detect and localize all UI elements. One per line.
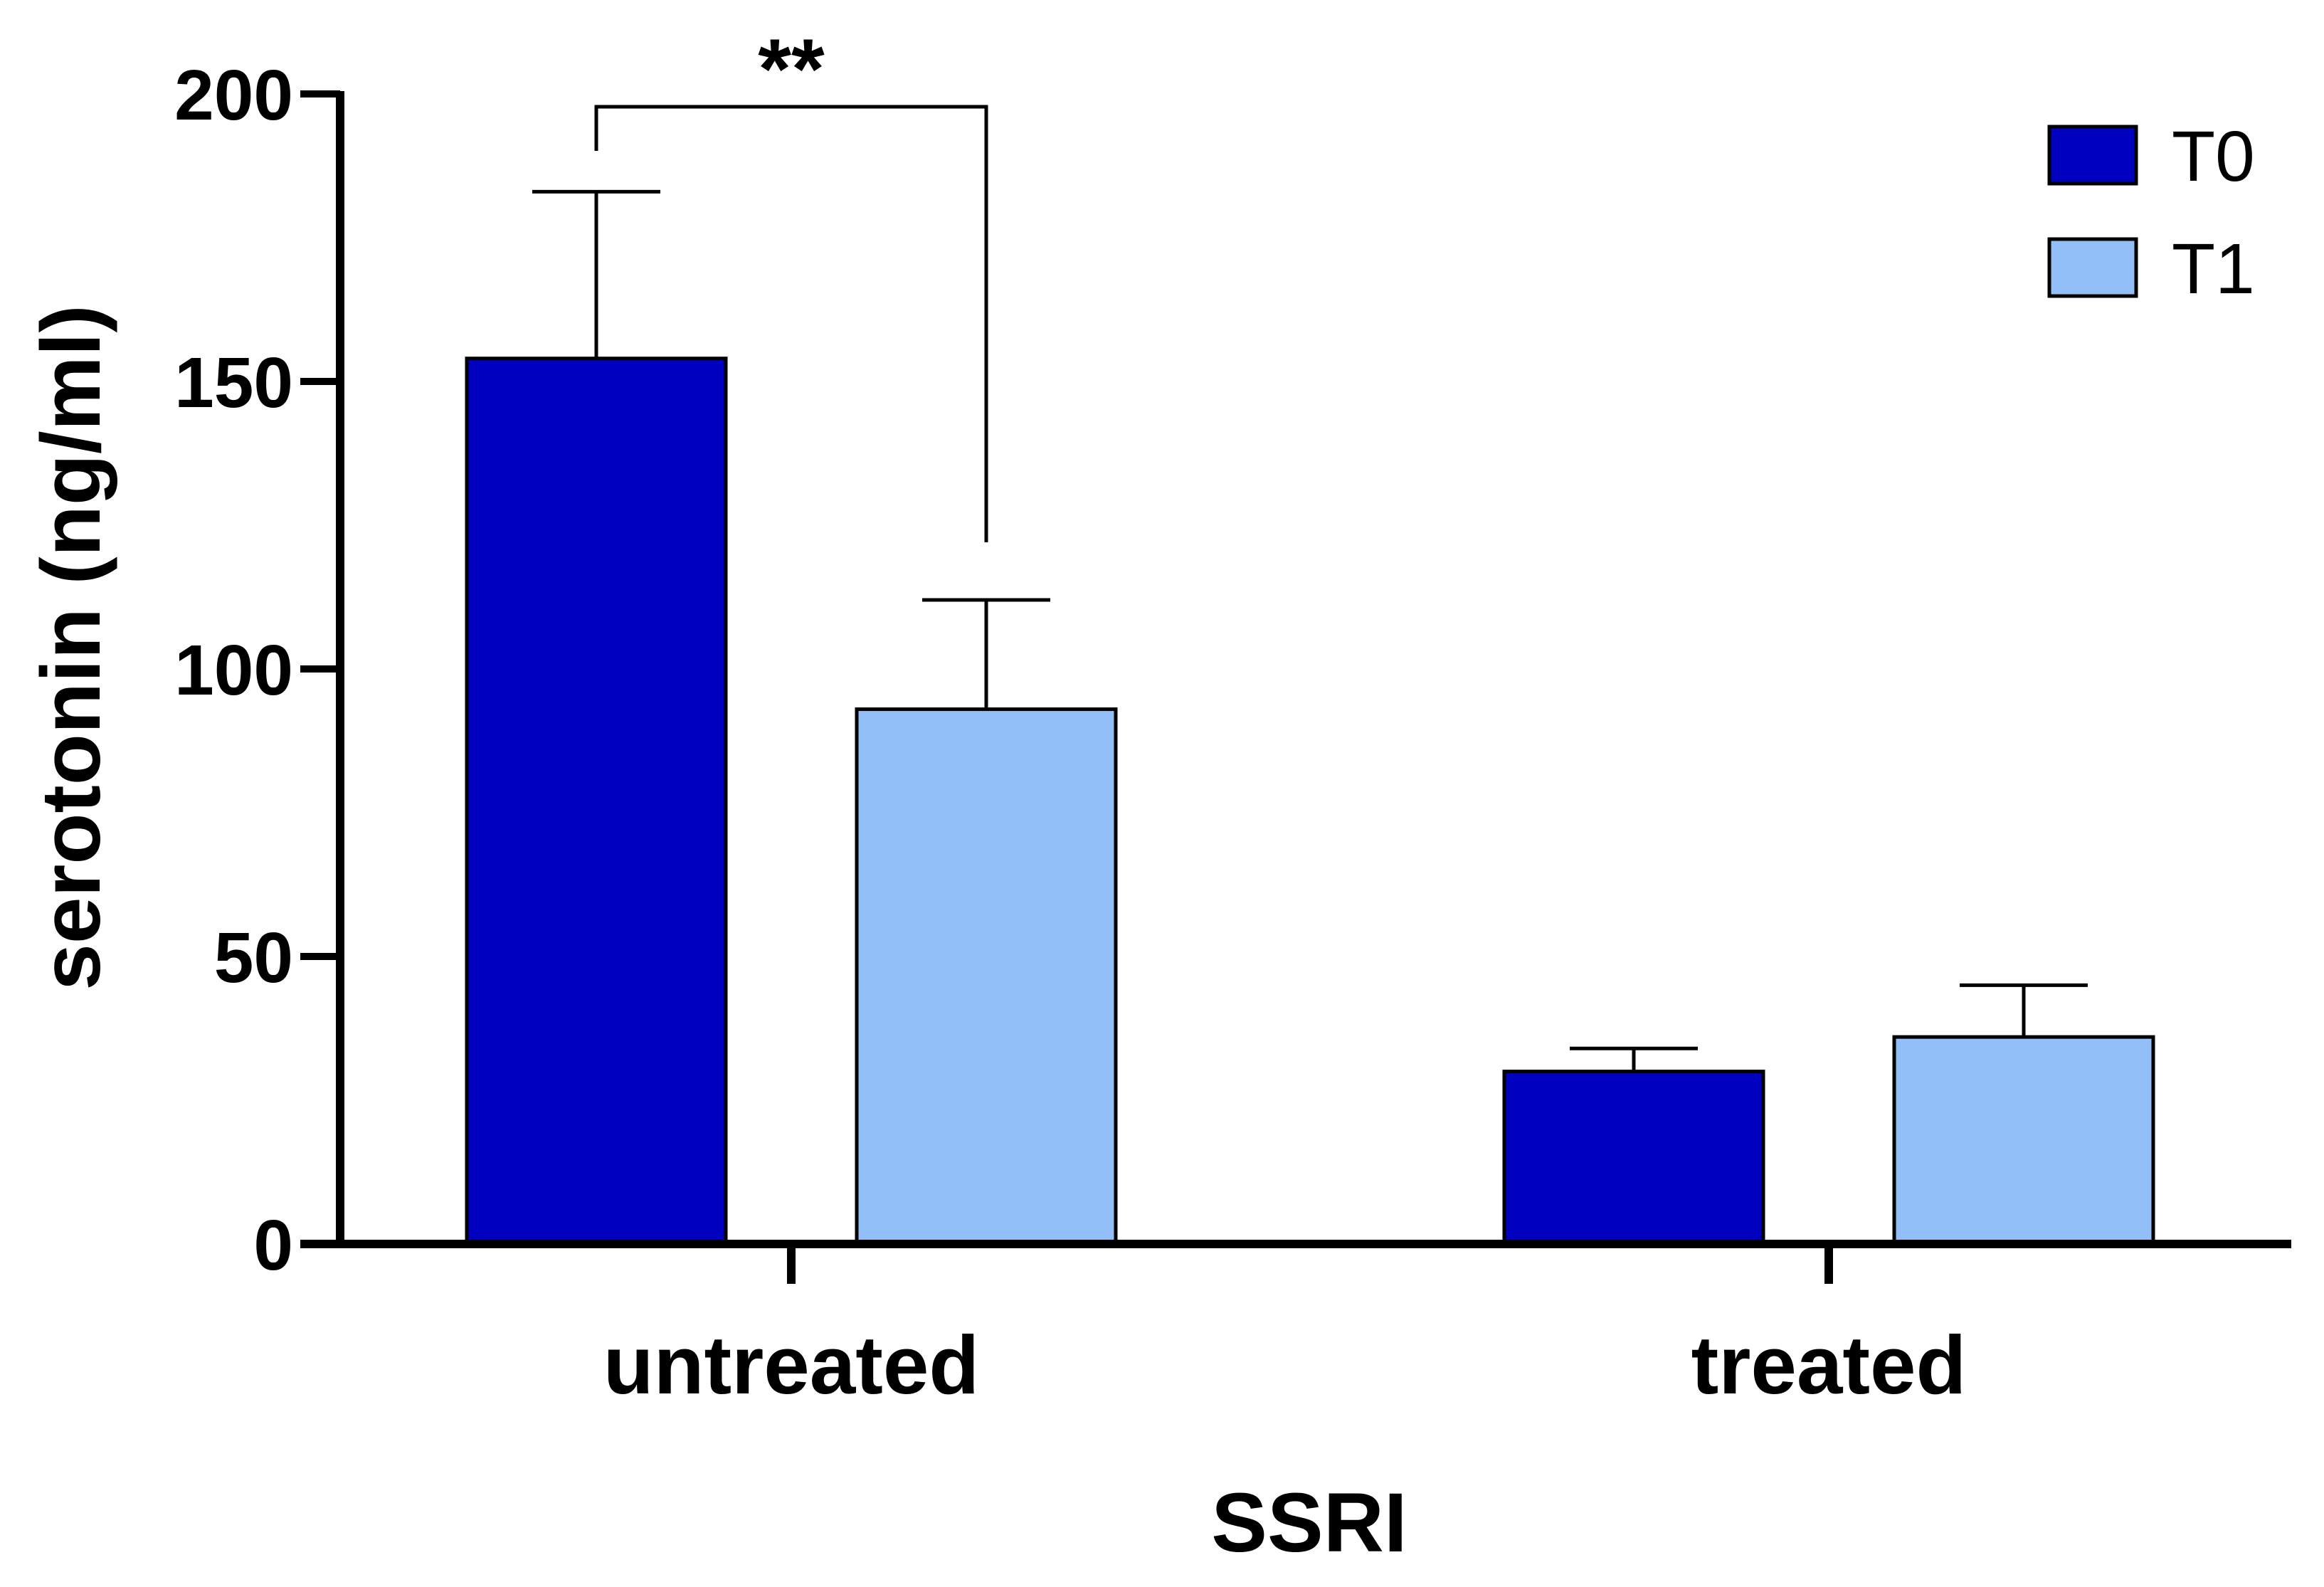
significance-layer: ** (594, 21, 988, 542)
error-bars-layer (532, 189, 2088, 1072)
legend-swatch-t1 (2047, 237, 2138, 298)
y-axis-title: serotonin (ng/ml) (24, 305, 118, 991)
bar-untreated-t0 (465, 357, 728, 1246)
y-tick-label-200: 200 (174, 56, 293, 135)
y-tick-label-0: 0 (253, 1206, 293, 1285)
significance-bracket (594, 105, 988, 542)
x-tick-label-untreated: untreated (603, 1319, 980, 1411)
legend-label-t1: T1 (2172, 229, 2255, 309)
x-axis-title: SSRI (1211, 1476, 1407, 1570)
bar-treated-t1 (1892, 1035, 2155, 1246)
legend-label-t0: T0 (2172, 117, 2255, 196)
x-tick-label-treated: treated (1691, 1319, 1967, 1411)
legend-swatch-t0 (2047, 125, 2138, 186)
significance-label: ** (758, 21, 825, 117)
bars-layer (465, 357, 2155, 1246)
axes-layer: 0 50 100 150 200 untreated treated (174, 56, 2291, 1411)
bar-treated-t0 (1502, 1070, 1765, 1246)
bar-untreated-t1 (855, 707, 1118, 1246)
y-tick-label-100: 100 (174, 631, 293, 710)
y-tick-label-150: 150 (174, 343, 293, 423)
y-tick-label-50: 50 (214, 918, 293, 998)
